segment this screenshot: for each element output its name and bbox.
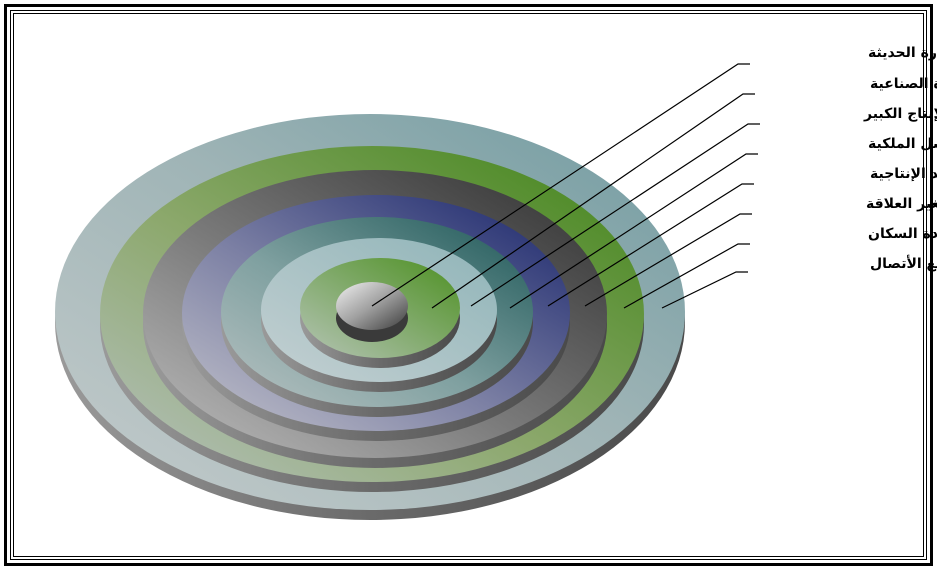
leader-line-4 (509, 153, 758, 309)
leader-line-2 (431, 93, 755, 309)
label-3: الإنتاج الكبير (863, 106, 937, 122)
leader-line-6 (584, 213, 752, 307)
labels: الإدارة الحديثة الثورة الصناعية الإنتاج … (863, 45, 937, 272)
leader-lines (371, 63, 760, 309)
leader-line-1 (371, 63, 750, 307)
label-5: تعقد الإنتاجية (870, 166, 937, 182)
leader-line-8 (661, 271, 748, 309)
ring-1-core (336, 282, 408, 342)
inner-border (13, 13, 924, 557)
leader-line-3 (470, 123, 760, 307)
leader-line-5 (547, 183, 754, 307)
label-4: فصل الملكية (868, 136, 937, 152)
label-8: توسع الأتصال (870, 255, 937, 272)
outer-border (4, 4, 933, 566)
label-6: تغير العلاقة (866, 196, 937, 212)
label-2: الثورة الصناعية (870, 76, 937, 92)
leader-line-7 (623, 243, 750, 309)
middle-border (10, 10, 927, 560)
label-1: الإدارة الحديثة (868, 45, 937, 61)
label-7: زيادة السكان (868, 226, 937, 242)
